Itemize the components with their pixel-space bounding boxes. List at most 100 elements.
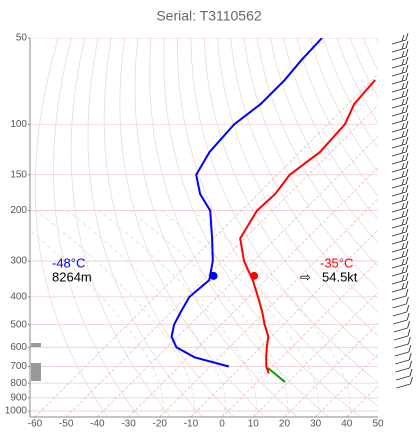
axes: 501001502003004005006007008009001000-60-… bbox=[5, 33, 413, 430]
x-tick-label: -10 bbox=[184, 419, 199, 430]
isotherm bbox=[34, 73, 378, 417]
y-tick-label: 600 bbox=[10, 342, 27, 353]
barb-flag bbox=[401, 138, 405, 146]
barb-flag bbox=[401, 266, 405, 274]
barb-flag bbox=[401, 250, 405, 258]
x-tick-label: 20 bbox=[279, 419, 291, 430]
barb-flag bbox=[405, 112, 409, 121]
barb-staff bbox=[393, 327, 408, 333]
barb-flag bbox=[405, 248, 409, 257]
barb-flag bbox=[401, 50, 405, 58]
isotherm bbox=[190, 229, 378, 417]
isotherm bbox=[65, 104, 378, 417]
barb-staff bbox=[391, 255, 407, 261]
moist-adiabat bbox=[98, 210, 257, 417]
barb-staff bbox=[391, 167, 407, 173]
barb-flag bbox=[405, 56, 409, 65]
profile-line bbox=[239, 79, 376, 374]
x-tick-label: -60 bbox=[28, 419, 43, 430]
y-tick-label: 1000 bbox=[5, 406, 28, 417]
barb-flag bbox=[405, 72, 409, 81]
barb-flag bbox=[401, 202, 405, 210]
barb-flag bbox=[405, 232, 409, 241]
barb-staff bbox=[391, 103, 407, 109]
dry-adiabat bbox=[190, 38, 378, 383]
barb-flag bbox=[401, 282, 405, 290]
barb-staff bbox=[391, 135, 407, 141]
barb-flag bbox=[401, 210, 405, 218]
barb-staff bbox=[391, 95, 407, 101]
y-tick-label: 800 bbox=[10, 378, 27, 389]
barb-flag bbox=[405, 168, 409, 177]
barb-flag bbox=[401, 42, 405, 50]
plot bbox=[170, 38, 376, 383]
x-tick-label: 30 bbox=[310, 419, 322, 430]
dry-adiabat bbox=[149, 38, 330, 417]
dry-adiabat bbox=[243, 38, 378, 290]
isotherm bbox=[128, 166, 378, 417]
barb-staff bbox=[395, 367, 410, 373]
barb-flag bbox=[401, 154, 405, 162]
barb-flag bbox=[401, 74, 405, 82]
barb-staff bbox=[391, 287, 407, 293]
dry-adiabat bbox=[87, 38, 203, 417]
barb-flag bbox=[401, 122, 405, 130]
barb-staff bbox=[395, 359, 410, 365]
dry-adiabat bbox=[53, 38, 140, 417]
x-tick-label: -20 bbox=[153, 419, 168, 430]
barb-flag bbox=[401, 58, 405, 66]
wind-label: 54.5kt bbox=[322, 269, 358, 284]
barb-flag bbox=[405, 184, 409, 193]
x-tick-label: -50 bbox=[59, 419, 74, 430]
temp-dot bbox=[250, 271, 259, 280]
barb-staff bbox=[391, 119, 407, 125]
barb-staff bbox=[391, 295, 407, 301]
x-tick-label: -40 bbox=[90, 419, 105, 430]
barb-staff bbox=[391, 191, 407, 197]
background bbox=[30, 38, 378, 417]
dry-adiabat bbox=[34, 38, 108, 417]
barb-flag bbox=[405, 240, 409, 249]
y-tick-label: 50 bbox=[16, 33, 28, 44]
dry-adiabat bbox=[177, 38, 378, 407]
y-tick-label: 150 bbox=[10, 169, 27, 180]
barb-flag bbox=[401, 218, 405, 226]
barb-flag bbox=[405, 40, 409, 49]
barb-flag bbox=[401, 194, 405, 202]
barb-staff bbox=[391, 71, 407, 77]
barb-flag bbox=[405, 32, 409, 41]
barb-flag bbox=[405, 160, 409, 169]
barb-staff bbox=[391, 159, 407, 165]
barb-staff bbox=[391, 263, 407, 269]
barb-staff bbox=[391, 63, 407, 69]
barb-flag bbox=[409, 360, 413, 369]
barb-staff bbox=[391, 239, 407, 245]
barb-staff bbox=[391, 223, 407, 229]
dry-adiabat bbox=[230, 38, 378, 313]
barb-staff bbox=[391, 111, 407, 117]
barb-staff bbox=[391, 175, 407, 181]
barb-flag bbox=[405, 200, 409, 209]
barb-staff bbox=[391, 207, 407, 213]
barb-staff bbox=[391, 87, 407, 93]
y-tick-label: 200 bbox=[10, 205, 27, 216]
barb-staff bbox=[391, 247, 407, 253]
barb-flag bbox=[405, 144, 409, 153]
barb-flag bbox=[401, 34, 405, 42]
barb-flag bbox=[401, 226, 405, 234]
x-tick-label: 0 bbox=[219, 419, 225, 430]
barb-staff bbox=[391, 151, 407, 157]
barb-flag bbox=[401, 170, 405, 178]
dry-adiabat bbox=[362, 38, 378, 72]
dry-adiabat bbox=[216, 38, 378, 337]
barb-flag bbox=[409, 376, 413, 385]
barb-flag bbox=[405, 104, 409, 113]
chart-title: Serial: T3110562 bbox=[156, 8, 262, 24]
barb-flag bbox=[408, 344, 412, 353]
moist-adiabat bbox=[30, 230, 164, 417]
barb-staff bbox=[396, 383, 411, 389]
barb-flag bbox=[401, 258, 405, 266]
barb-flag bbox=[401, 130, 405, 138]
barb-flag bbox=[405, 48, 409, 57]
